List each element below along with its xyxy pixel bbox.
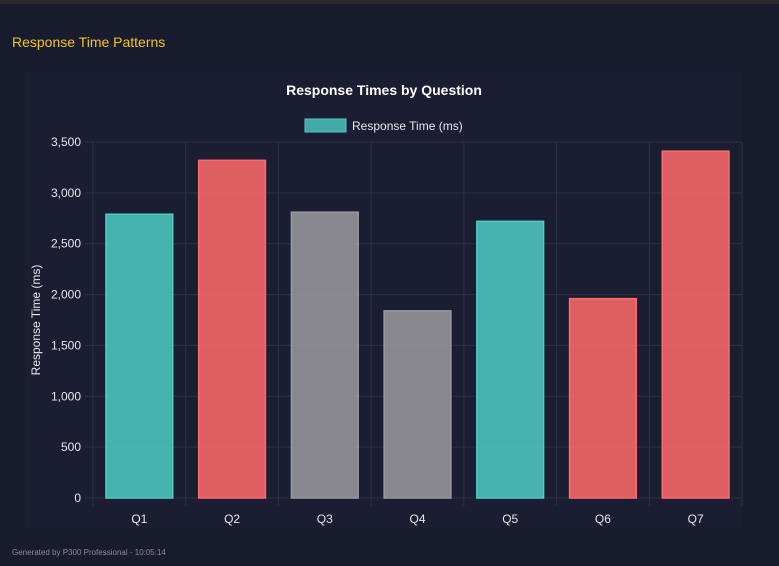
y-tick-label: 0 [74, 491, 81, 505]
legend-swatch[interactable] [304, 118, 347, 133]
x-tick-label: Q3 [317, 512, 333, 526]
bar-q7[interactable] [661, 150, 730, 499]
bar-q5[interactable] [476, 220, 545, 499]
chart-title: Response Times by Question [286, 82, 482, 98]
window-top-bar [0, 0, 779, 4]
bar-q3[interactable] [290, 211, 359, 499]
x-tick-label: Q7 [688, 512, 704, 526]
bar-q2[interactable] [197, 159, 267, 499]
bar-q1[interactable] [105, 213, 174, 499]
legend-label[interactable]: Response Time (ms) [352, 119, 463, 133]
y-tick-label: 1,000 [51, 389, 81, 403]
x-tick-label: Q4 [409, 512, 425, 526]
y-tick-label: 1,500 [51, 338, 81, 352]
section-title: Response Time Patterns [12, 34, 166, 50]
y-tick-label: 2,000 [51, 288, 81, 302]
y-tick-label: 2,500 [51, 237, 81, 251]
footer-text: Generated by P300 Professional - 10:05:1… [12, 548, 166, 557]
x-tick-label: Q6 [595, 512, 611, 526]
x-tick-label: Q2 [224, 512, 240, 526]
x-tick-label: Q5 [502, 512, 518, 526]
y-tick-label: 3,000 [51, 186, 81, 200]
y-axis-label: Response Time (ms) [29, 265, 43, 376]
bar-q6[interactable] [568, 297, 638, 499]
bar-q4[interactable] [383, 310, 452, 499]
y-tick-label: 3,500 [51, 135, 81, 149]
x-tick-label: Q1 [131, 512, 147, 526]
y-tick-label: 500 [61, 440, 81, 454]
